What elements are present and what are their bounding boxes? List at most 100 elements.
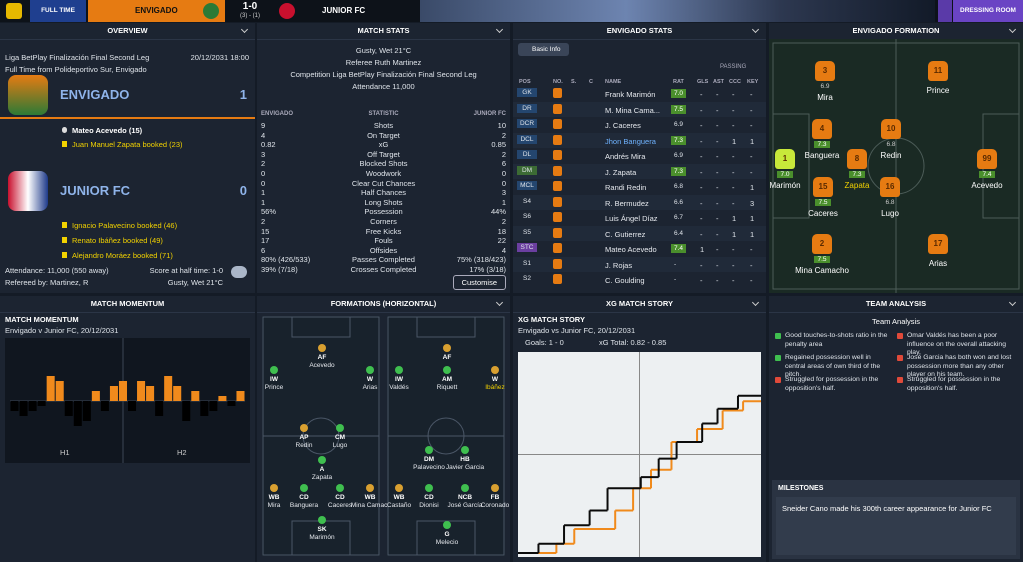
momentum-bar bbox=[109, 386, 118, 401]
away-crest bbox=[8, 171, 48, 211]
role: CD bbox=[335, 494, 345, 501]
home-name: ENVIGADO bbox=[60, 87, 130, 102]
role: AF bbox=[317, 354, 327, 361]
gls: - bbox=[700, 276, 703, 285]
player-icon bbox=[491, 366, 499, 374]
key: 1 bbox=[750, 136, 755, 146]
name: J. Zapata bbox=[605, 167, 637, 177]
player-shirt: 3 bbox=[815, 61, 835, 81]
ccc: 1 bbox=[732, 136, 737, 146]
ccc: - bbox=[732, 121, 735, 130]
momentum-bar bbox=[37, 401, 46, 406]
name: Frank Marimón bbox=[605, 90, 656, 99]
momentum-bar bbox=[173, 386, 182, 401]
half-label: H1 bbox=[60, 448, 70, 457]
momentum-bar bbox=[28, 401, 37, 411]
player-shirt: 17 bbox=[928, 234, 948, 254]
stat-away: 0 bbox=[501, 169, 506, 178]
analysis-icon bbox=[775, 355, 781, 361]
stat-name: Shots bbox=[373, 121, 394, 130]
league-logo bbox=[6, 3, 22, 19]
role: W bbox=[366, 376, 374, 383]
ccc: - bbox=[732, 90, 735, 99]
heading: XG MATCH STORY bbox=[518, 315, 585, 324]
gls: - bbox=[700, 214, 703, 223]
stat-name: Offsides bbox=[369, 245, 398, 255]
name: C. Gutierrez bbox=[605, 229, 646, 239]
pitch-line bbox=[427, 417, 465, 455]
analysis-text: Struggled for possession in the oppositi… bbox=[785, 376, 879, 392]
column-header: RAT bbox=[673, 79, 684, 85]
stat-home: 1 bbox=[261, 197, 266, 207]
player-rating: 7.0 bbox=[777, 171, 793, 178]
referee: Refereed by: Martinez, R bbox=[5, 278, 89, 287]
momentum-bar bbox=[146, 386, 155, 401]
momentum-bar bbox=[91, 391, 100, 401]
stadium-image bbox=[420, 0, 935, 22]
aggregate: (3) - (1) bbox=[240, 13, 260, 19]
row-stripe bbox=[513, 132, 766, 148]
home-crest bbox=[203, 3, 219, 19]
away-event: Ignacio Palavecino booked (46) bbox=[72, 221, 178, 230]
position: S1 bbox=[523, 259, 531, 267]
score: 1-0 bbox=[242, 1, 258, 12]
position: DCL bbox=[517, 134, 537, 144]
stat-away: 75% (318/423) bbox=[456, 255, 506, 265]
stat-away: 22 bbox=[497, 236, 506, 246]
ccc: - bbox=[732, 152, 735, 161]
position: DL bbox=[517, 150, 537, 159]
view-button[interactable]: Basic Info bbox=[518, 43, 569, 56]
ccc: - bbox=[732, 198, 735, 208]
player-name: Acevedo bbox=[309, 362, 335, 369]
player-shirt: 4 bbox=[812, 119, 832, 139]
stat-away: 6 bbox=[501, 159, 506, 169]
date: 20/12/2031 18:00 bbox=[190, 53, 249, 62]
momentum-bar bbox=[182, 401, 191, 421]
player-icon bbox=[395, 366, 403, 374]
home-event: Juan Manuel Zapata booked (23) bbox=[72, 140, 183, 149]
dressing-room-button[interactable]: DRESSING ROOM bbox=[953, 0, 1023, 22]
role: IW bbox=[395, 376, 403, 383]
team-stats-panel: ENVIGADO STATS Basic Info PASSING POS NO. S. C… bbox=[513, 23, 766, 293]
gls: - bbox=[700, 260, 703, 270]
milestones-box: MILESTONES Sneider Cano made his 300th ca… bbox=[772, 480, 1020, 559]
shirt bbox=[553, 134, 562, 145]
customise-button[interactable]: Customise bbox=[452, 275, 506, 290]
column-header: NO. bbox=[553, 79, 563, 85]
player-name: Prince bbox=[926, 86, 950, 95]
panel-title: MATCH STATS bbox=[257, 23, 510, 40]
row-stripe bbox=[513, 194, 766, 210]
formations-panel: FORMATIONS (HORIZONTAL) AF Acevedo IW Prince… bbox=[257, 296, 510, 562]
player-rating: 7.5 bbox=[814, 256, 830, 263]
player-shirt: 10 bbox=[881, 119, 901, 139]
key: - bbox=[750, 245, 753, 254]
name: M. Mina Cama... bbox=[605, 105, 661, 115]
menu-button[interactable] bbox=[938, 0, 952, 22]
role: AP bbox=[299, 434, 309, 441]
position: DM bbox=[517, 165, 537, 175]
stat-header: STATISTIC bbox=[368, 111, 399, 117]
player-icon bbox=[443, 366, 451, 374]
stat-home: 6 bbox=[261, 245, 266, 255]
player-rating: 7.3 bbox=[814, 141, 830, 148]
panel-title: MATCH MOMENTUM bbox=[0, 296, 255, 313]
position: S6 bbox=[523, 213, 531, 220]
player-name: Redin bbox=[295, 442, 313, 449]
status: FULL TIME bbox=[30, 0, 86, 22]
momentum-bar bbox=[209, 401, 218, 411]
player-name: Acevedo bbox=[971, 181, 1003, 190]
xg-chart bbox=[518, 352, 761, 557]
pitch bbox=[769, 39, 1023, 293]
analysis-text: Omar Valdés has been a poor influence on… bbox=[907, 332, 1006, 356]
stat-header: JUNIOR FC bbox=[473, 111, 506, 117]
gls: 1 bbox=[700, 245, 705, 254]
weather-icon bbox=[231, 266, 247, 278]
gls: - bbox=[700, 198, 703, 208]
rating: 6.8 bbox=[674, 183, 684, 190]
match-stats-panel: MATCH STATS Gusty, Wet 21°C Referee Ruth M… bbox=[257, 23, 510, 293]
shirt bbox=[553, 119, 562, 129]
column-header: GLS bbox=[697, 79, 709, 85]
event-icon bbox=[62, 237, 67, 243]
event-icon bbox=[62, 127, 67, 133]
stat-away: 0 bbox=[501, 178, 506, 188]
